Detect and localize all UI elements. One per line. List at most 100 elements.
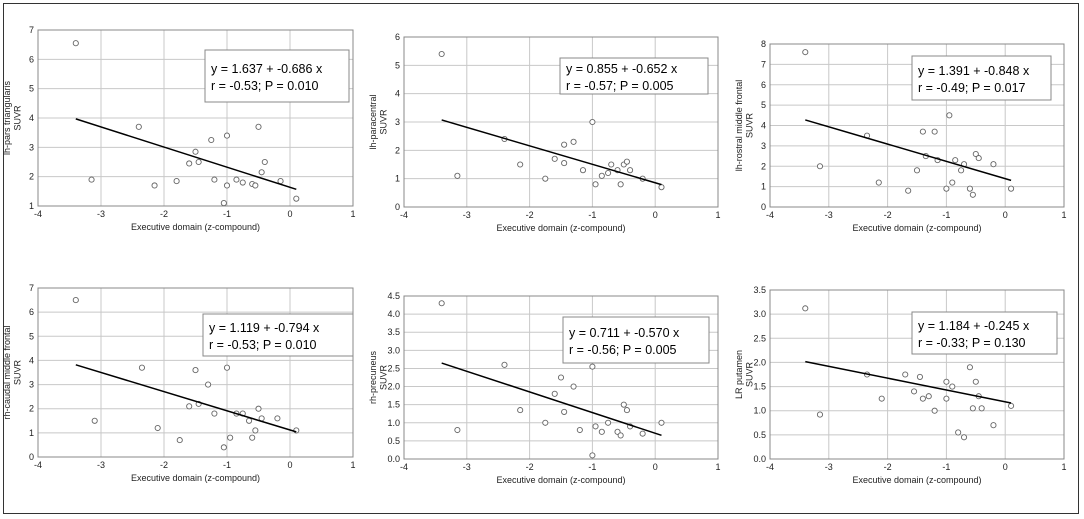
regression-equation: y = 0.855 + -0.652 x [566, 62, 678, 76]
y-tick-label: 5 [395, 60, 400, 70]
data-point [245, 417, 253, 424]
data-point [605, 419, 612, 426]
regression-equation: y = 1.184 + -0.245 x [918, 319, 1030, 333]
y-tick-label: 0 [395, 202, 400, 212]
data-point [261, 158, 268, 166]
x-axis-label: Executive domain (z-compound) [496, 223, 625, 233]
data-point [542, 175, 549, 182]
data-point [542, 419, 549, 426]
regression-line [805, 119, 1012, 182]
data-point [570, 138, 577, 145]
data-point [220, 200, 227, 207]
data-point [589, 363, 596, 370]
data-point [576, 426, 583, 434]
x-tick-label: 1 [1061, 210, 1066, 220]
y-tick-label: 0.5 [387, 436, 400, 446]
x-tick-label: -2 [160, 460, 168, 470]
data-point [960, 434, 968, 441]
data-point [608, 161, 615, 168]
data-point [972, 150, 979, 158]
y-tick-label: 0 [761, 202, 766, 212]
x-tick-label: -3 [825, 210, 833, 220]
data-point [990, 161, 997, 168]
correlation-stats: r = -0.49; P = 0.017 [918, 81, 1026, 95]
data-point [233, 176, 240, 183]
x-tick-label: 1 [715, 210, 720, 220]
x-tick-label: -4 [34, 460, 42, 470]
data-point [252, 427, 259, 434]
data-point [258, 169, 265, 176]
data-point [220, 444, 227, 451]
data-point [598, 428, 605, 435]
y-tick-label: 1 [761, 182, 766, 192]
annotation-box [562, 316, 710, 364]
data-point [916, 373, 923, 380]
chart-panel-5: -4 -3 -2 -1 0 1 0.0 0.5 1.0 1.5 2.0 2.5 3.0 3.5 4.0 4.5… [368, 291, 720, 485]
data-point [589, 452, 596, 459]
y-tick-label: 2.5 [753, 333, 766, 343]
regression-equation: y = 1.637 + -0.686 x [211, 62, 323, 76]
data-point [943, 378, 950, 385]
y-tick-label: 2 [29, 404, 34, 414]
data-point [557, 374, 565, 381]
y-tick-label: 1.5 [387, 400, 400, 410]
data-point [617, 181, 624, 188]
y-tick-label: 2.0 [753, 357, 766, 367]
data-point [195, 158, 202, 166]
data-point [579, 167, 587, 174]
data-point [911, 388, 918, 395]
x-tick-label: -4 [766, 210, 774, 220]
data-point [192, 367, 199, 374]
y-tick-label: 2.0 [387, 382, 400, 392]
data-point [293, 427, 300, 434]
y-tick-label: 8 [761, 39, 766, 49]
y-tick-label: 1.5 [753, 382, 766, 392]
x-tick-label: 0 [287, 209, 292, 219]
data-point [605, 169, 612, 177]
data-point [905, 187, 912, 194]
y-tick-label: 3.5 [753, 285, 766, 295]
plot-area [403, 295, 719, 460]
x-tick-label: -3 [463, 462, 471, 472]
y-tick-label: 1.0 [753, 406, 766, 416]
data-point [658, 184, 665, 191]
y-tick-label: 3 [395, 117, 400, 127]
data-point [952, 157, 959, 164]
x-tick-label: -3 [97, 209, 105, 219]
data-point [931, 407, 938, 414]
x-tick-label: -3 [825, 462, 833, 472]
y-tick-label: 5 [761, 100, 766, 110]
y-tick-label: 3.5 [387, 327, 400, 337]
y-axis-label: rh-precuneusSUVR [368, 350, 388, 404]
x-tick-label: 1 [715, 462, 720, 472]
data-point [205, 381, 212, 388]
figure-frame [3, 3, 1079, 514]
data-point [151, 182, 158, 189]
data-point [561, 408, 568, 415]
data-point [1008, 402, 1015, 409]
data-point [186, 160, 193, 167]
data-point [639, 430, 646, 437]
data-point [598, 172, 605, 179]
annotation-box [204, 49, 350, 103]
data-point [990, 422, 997, 429]
x-tick-label: 0 [1003, 462, 1008, 472]
data-point [239, 179, 246, 186]
x-tick-label: -4 [34, 209, 42, 219]
chart-panel-6: -4 -3 -2 -1 0 1 0.0 0.5 1.0 1.5 2.0 2.5 3.0 3.5 Execut… [734, 285, 1066, 485]
y-tick-label: 1 [29, 428, 34, 438]
data-point [255, 405, 262, 412]
x-tick-label: -1 [942, 462, 950, 472]
data-point [617, 432, 624, 439]
chart-panel-3: -4 -3 -2 -1 0 1 0 1 2 3 4 5 6 7 8 Executive domain (z-c… [734, 39, 1066, 233]
x-tick-label: -3 [463, 210, 471, 220]
data-point [943, 185, 950, 192]
x-axis-label: Executive domain (z-compound) [131, 473, 260, 483]
y-tick-label: 3.0 [753, 309, 766, 319]
data-point [293, 195, 300, 202]
y-tick-label: 2 [29, 172, 34, 182]
data-point [913, 167, 921, 174]
y-tick-label: 7 [29, 283, 34, 293]
x-tick-label: 0 [287, 460, 292, 470]
data-point [592, 423, 599, 430]
